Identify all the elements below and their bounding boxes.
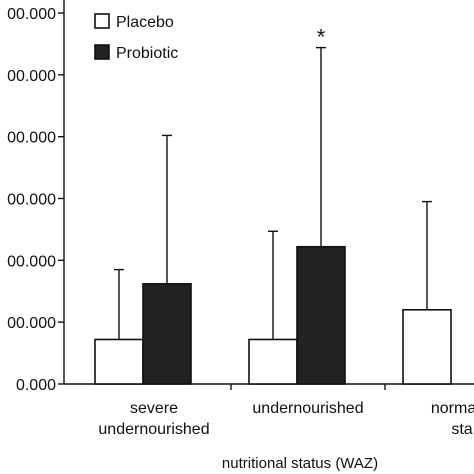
bar-probiotic — [296, 245, 346, 385]
legend-swatch-placebo — [94, 13, 110, 29]
y-tick-label: 00.000 — [7, 6, 56, 23]
x-category-label: normal n — [431, 400, 474, 417]
chart-bars: * — [94, 25, 452, 385]
legend-swatch-probiotic — [94, 44, 110, 60]
bar-placebo — [248, 338, 298, 385]
x-axis-title: nutritional status (WAZ) — [222, 455, 378, 472]
chart-legend: Placebo Probiotic — [94, 13, 178, 62]
x-category-label: severe — [130, 400, 178, 417]
bar-probiotic — [142, 283, 192, 385]
legend-label-placebo: Placebo — [116, 14, 174, 31]
x-category-label: undernourished — [98, 421, 209, 438]
bar-placebo — [402, 308, 452, 385]
y-tick-label: 00.000 — [7, 130, 56, 147]
y-tick-label: 00.000 — [7, 192, 56, 209]
significance-marker: * — [317, 25, 326, 50]
y-tick-label: 0.000 — [16, 377, 56, 394]
x-category-label: sta — [451, 421, 472, 438]
bar-placebo — [94, 338, 144, 385]
chart-axes: 0.000 00.000 00.000 00.000 00.000 00.000 00.00… — [7, 0, 474, 438]
y-tick-label: 00.000 — [7, 315, 56, 332]
y-tick-label: 00.000 — [7, 68, 56, 85]
y-tick-label: 00.000 — [7, 253, 56, 270]
legend-label-probiotic: Probiotic — [116, 45, 178, 62]
x-category-label: undernourished — [252, 400, 363, 417]
